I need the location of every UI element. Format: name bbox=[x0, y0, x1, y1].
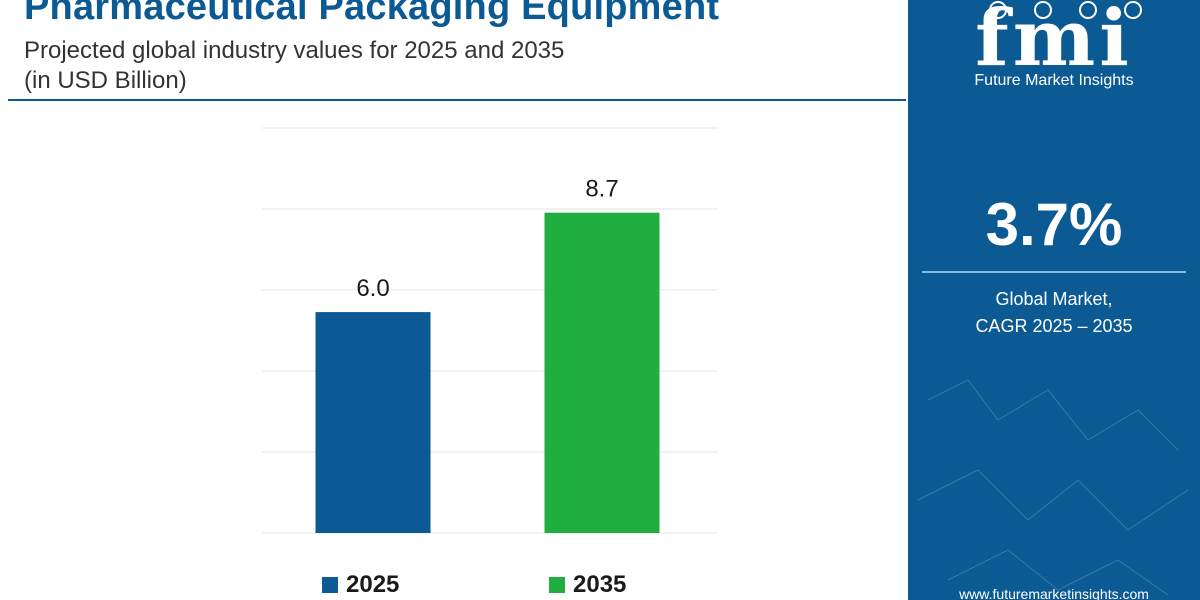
cagr-label-line1: Global Market, bbox=[995, 289, 1113, 309]
cagr-label-line2: CAGR 2025 – 2035 bbox=[975, 316, 1133, 336]
fmi-logo: fmi bbox=[975, 0, 1133, 84]
bar-2035 bbox=[544, 212, 660, 533]
chart-bars bbox=[315, 212, 660, 533]
bar-2025 bbox=[315, 312, 431, 533]
legend-item-2035: 2035 bbox=[549, 570, 626, 600]
value-label-2035: 8.7 bbox=[585, 176, 618, 203]
legend-label-2025: 2025 bbox=[346, 571, 400, 598]
bar-chart: 6.0 8.7 bbox=[262, 127, 718, 534]
legend-swatch-2025 bbox=[322, 577, 338, 593]
chart-subtitle: Projected global industry values for 202… bbox=[24, 37, 565, 64]
logo-tagline: Future Market Insights bbox=[974, 72, 1134, 89]
chart-value-labels: 6.0 8.7 bbox=[356, 176, 618, 302]
logo-icons bbox=[989, 1, 1142, 19]
website-url: www.futuremarketinsights.com bbox=[959, 586, 1149, 600]
legend-swatch-2035 bbox=[549, 577, 565, 593]
cagr-label: Global Market, CAGR 2025 – 2035 bbox=[908, 286, 1200, 340]
cagr-value: 3.7% bbox=[985, 191, 1123, 258]
legend-item-2025: 2025 bbox=[322, 570, 399, 600]
cagr-side-panel: fmi Future Market Insights 3.7% Global M… bbox=[908, 0, 1200, 600]
chart-title: Pharmaceutical Packaging Equipment bbox=[24, 0, 720, 28]
value-label-2025: 6.0 bbox=[356, 275, 389, 302]
panel-divider bbox=[922, 271, 1186, 273]
panel-texture bbox=[917, 379, 1189, 596]
header-divider bbox=[8, 99, 906, 101]
chart-unit: (in USD Billion) bbox=[24, 67, 187, 94]
legend-label-2035: 2035 bbox=[573, 571, 627, 598]
